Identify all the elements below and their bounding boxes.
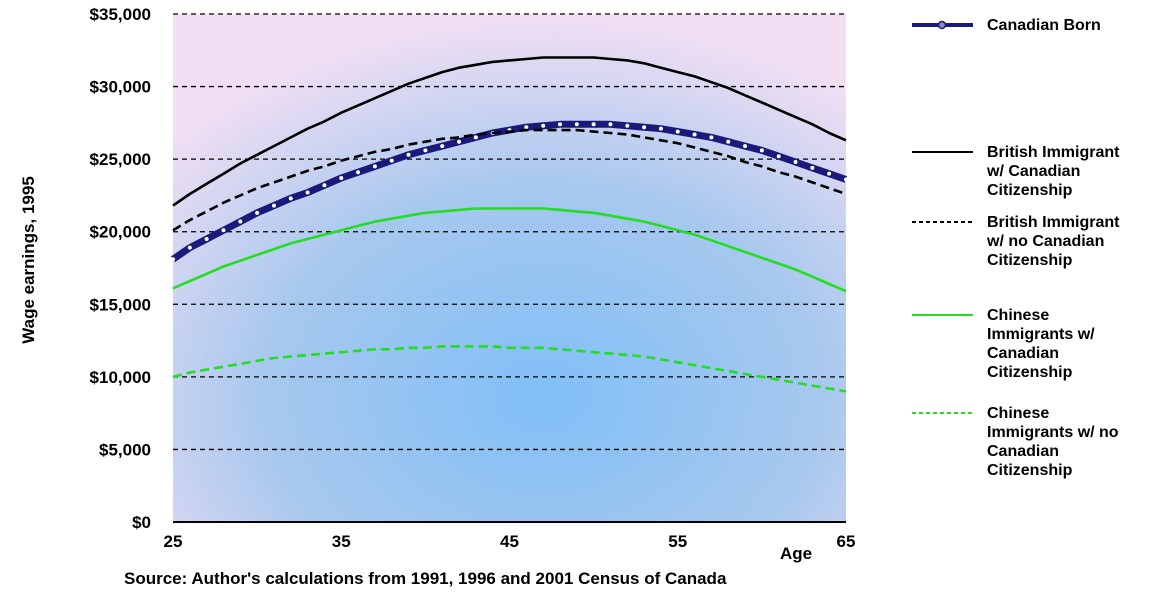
data-point-canadian-born <box>473 135 478 140</box>
data-point-canadian-born <box>574 122 579 127</box>
data-point-canadian-born <box>255 210 260 215</box>
legend-label: Canadian <box>987 345 1059 362</box>
data-point-canadian-born <box>675 129 680 134</box>
data-point-canadian-born <box>642 125 647 130</box>
data-point-canadian-born <box>372 164 377 169</box>
data-point-canadian-born <box>221 228 226 233</box>
data-point-canadian-born <box>406 152 411 157</box>
series-line-british-immigrant-w-no-canadian-citizenship <box>172 128 847 232</box>
series-line-chinese-immigrants-w-no-canadian-citizenship <box>172 345 847 393</box>
legend-label: Citizenship <box>987 252 1073 269</box>
x-tick-label: 35 <box>332 532 351 551</box>
legend-label: Chinese <box>987 405 1049 422</box>
data-point-canadian-born <box>171 257 175 262</box>
data-point-canadian-born <box>557 122 562 127</box>
legend-label: British Immigrant <box>987 214 1120 231</box>
x-axis-label: Age <box>780 544 812 563</box>
data-point-canadian-born <box>339 176 344 181</box>
y-tick-label: $10,000 <box>90 368 151 387</box>
gridlines <box>173 13 846 451</box>
series-line-british-immigrant-w-canadian-citizenship <box>172 56 847 207</box>
data-point-canadian-born <box>793 160 798 165</box>
legend-label: Citizenship <box>987 462 1073 479</box>
data-point-canadian-born <box>709 135 714 140</box>
data-point-canadian-born <box>625 123 630 128</box>
legend-label: w/ Canadian <box>986 163 1080 180</box>
y-tick-label: $30,000 <box>90 78 151 97</box>
data-point-canadian-born <box>440 144 445 149</box>
y-tick-label: $0 <box>132 513 151 532</box>
data-point-canadian-born <box>288 196 293 201</box>
data-point-canadian-born <box>759 148 764 153</box>
data-point-canadian-born <box>591 122 596 127</box>
source-note: Source: Author's calculations from 1991,… <box>124 569 727 588</box>
legend-label: Canadian Born <box>987 17 1101 34</box>
data-point-canadian-born <box>356 170 361 175</box>
data-point-canadian-born <box>810 165 815 170</box>
x-tick-label: 65 <box>837 532 856 551</box>
y-axis-label: Wage earnings, 1995 <box>19 176 38 344</box>
legend-label: Immigrants w/ <box>987 326 1095 343</box>
legend-label: British Immigrant <box>987 144 1120 161</box>
data-point-canadian-born <box>423 148 428 153</box>
x-tick-label: 55 <box>668 532 687 551</box>
legend-label: Citizenship <box>987 364 1073 381</box>
data-point-canadian-born <box>322 183 327 188</box>
legend-label: Citizenship <box>987 182 1073 199</box>
y-tick-label: $35,000 <box>90 5 151 24</box>
plot-area-background <box>173 14 846 522</box>
x-tick-label: 45 <box>500 532 519 551</box>
y-tick-label: $20,000 <box>90 223 151 242</box>
data-point-canadian-born <box>541 123 546 128</box>
y-axis-ticks: $0 $5,000 $10,000 $15,000 $20,000 $25,000 $30,… <box>90 5 151 532</box>
data-point-canadian-born <box>238 219 243 224</box>
legend: Canadian Born British Immigrant w/ Canadia… <box>912 17 1120 479</box>
x-tick-label: 25 <box>164 532 183 551</box>
y-tick-label: $5,000 <box>99 440 151 459</box>
data-point-canadian-born <box>692 132 697 137</box>
y-tick-label: $15,000 <box>90 295 151 314</box>
data-point-canadian-born <box>305 190 310 195</box>
data-point-canadian-born <box>204 236 209 241</box>
data-point-canadian-born <box>608 122 613 127</box>
x-axis-ticks: 25 35 45 55 65 <box>164 532 856 551</box>
legend-label: w/ no Canadian <box>986 233 1104 250</box>
data-point-canadian-born <box>271 203 276 208</box>
y-tick-label: $25,000 <box>90 150 151 169</box>
legend-label: Canadian <box>987 443 1059 460</box>
data-point-canadian-born <box>524 125 529 130</box>
data-point-canadian-born <box>658 126 663 131</box>
legend-label: Chinese <box>987 307 1049 324</box>
legend-marker <box>937 20 947 30</box>
legend-label: Immigrants w/ no <box>987 424 1119 441</box>
data-point-canadian-born <box>726 139 731 144</box>
data-point-canadian-born <box>187 245 192 250</box>
data-point-canadian-born <box>776 154 781 159</box>
series-lines <box>171 56 848 393</box>
data-point-canadian-born <box>457 139 462 144</box>
series-line-chinese-immigrants-w-canadian-citizenship <box>172 207 847 293</box>
data-point-canadian-born <box>844 177 848 182</box>
data-point-canadian-born <box>389 158 394 163</box>
data-point-canadian-born <box>743 144 748 149</box>
data-point-canadian-born <box>827 171 832 176</box>
